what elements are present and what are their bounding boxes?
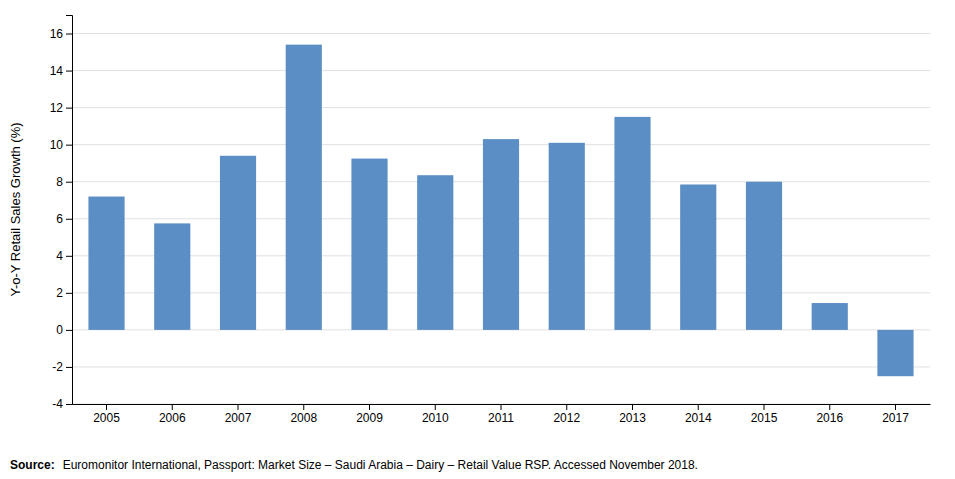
x-tick-label: 2009 bbox=[356, 411, 383, 425]
bar bbox=[351, 159, 387, 330]
y-tick-mark bbox=[66, 34, 72, 35]
y-tick-mark bbox=[66, 145, 72, 146]
x-tick-label: 2014 bbox=[685, 411, 712, 425]
x-tick: 2014 bbox=[685, 404, 712, 425]
x-tick-label: 2007 bbox=[225, 411, 252, 425]
grid-line bbox=[72, 107, 930, 108]
y-tick-label: 16 bbox=[50, 27, 64, 41]
x-tick-mark bbox=[435, 404, 436, 410]
x-tick-label: 2016 bbox=[816, 411, 843, 425]
y-tick: -4 bbox=[52, 397, 72, 411]
x-tick-mark bbox=[698, 404, 699, 410]
y-tick-label: 6 bbox=[56, 212, 63, 226]
y-tick: 0 bbox=[56, 323, 72, 337]
y-tick: 10 bbox=[50, 138, 72, 152]
source-text: Euromonitor International, Passport: Mar… bbox=[63, 458, 698, 472]
y-tick: 6 bbox=[56, 212, 72, 226]
y-tick-label: -4 bbox=[52, 397, 63, 411]
x-tick-label: 2015 bbox=[751, 411, 778, 425]
y-axis: -4 -2 0 2 4 6 8 10 12 14 16 bbox=[50, 16, 73, 412]
y-tick: 14 bbox=[50, 64, 72, 78]
chart: 2005200620072008200920102011201220132014… bbox=[0, 0, 955, 479]
bar bbox=[614, 117, 650, 330]
y-tick-label: 4 bbox=[56, 249, 63, 263]
x-tick-mark bbox=[106, 404, 107, 410]
y-tick-label: 0 bbox=[56, 323, 63, 337]
x-tick: 2015 bbox=[751, 404, 778, 425]
y-tick-mark bbox=[66, 293, 72, 294]
bar bbox=[88, 197, 124, 330]
y-axis-line bbox=[66, 16, 73, 405]
x-tick-mark bbox=[895, 404, 896, 410]
x-tick-label: 2006 bbox=[159, 411, 186, 425]
x-tick: 2008 bbox=[290, 404, 317, 425]
grid-line bbox=[72, 33, 930, 34]
x-tick: 2013 bbox=[619, 404, 646, 425]
y-tick-label: 10 bbox=[50, 138, 64, 152]
x-tick-mark bbox=[763, 404, 764, 410]
bar bbox=[417, 175, 453, 330]
grid-line bbox=[72, 70, 930, 71]
x-tick-label: 2012 bbox=[553, 411, 580, 425]
y-tick-mark bbox=[66, 108, 72, 109]
x-tick-label: 2013 bbox=[619, 411, 646, 425]
bar bbox=[220, 156, 256, 330]
x-tick-mark bbox=[303, 404, 304, 410]
y-tick-mark bbox=[66, 182, 72, 183]
y-tick: 12 bbox=[50, 101, 72, 115]
x-tick: 2007 bbox=[225, 404, 252, 425]
x-tick-label: 2005 bbox=[93, 411, 120, 425]
x-axis: 2005 2006 2007 2008 2009 2010 2011 2012 2013 2014… bbox=[73, 404, 931, 425]
x-tick: 2012 bbox=[553, 404, 580, 425]
y-tick: 2 bbox=[56, 286, 72, 300]
x-tick: 2017 bbox=[882, 404, 909, 425]
bar bbox=[680, 184, 716, 329]
bar bbox=[483, 139, 519, 330]
x-tick-label: 2017 bbox=[882, 411, 909, 425]
x-tick: 2010 bbox=[422, 404, 449, 425]
y-tick-mark bbox=[66, 256, 72, 257]
x-tick-label: 2008 bbox=[290, 411, 317, 425]
x-tick-mark bbox=[501, 404, 502, 410]
x-tick: 2006 bbox=[159, 404, 186, 425]
bar bbox=[154, 223, 190, 330]
y-tick: -2 bbox=[52, 360, 72, 374]
bar bbox=[286, 45, 322, 330]
x-tick-label: 2010 bbox=[422, 411, 449, 425]
y-tick-mark bbox=[66, 330, 72, 331]
y-tick: 8 bbox=[56, 175, 72, 189]
y-tick-mark bbox=[66, 367, 72, 368]
y-tick-label: 14 bbox=[50, 64, 64, 78]
x-tick-mark bbox=[829, 404, 830, 410]
x-tick-mark bbox=[566, 404, 567, 410]
x-tick-mark bbox=[172, 404, 173, 410]
bar bbox=[812, 303, 848, 330]
x-tick-label: 2011 bbox=[488, 411, 514, 425]
x-tick: 2005 bbox=[93, 404, 120, 425]
bars bbox=[88, 45, 913, 377]
y-tick-mark bbox=[66, 404, 72, 405]
x-tick: 2011 bbox=[488, 404, 514, 425]
grid bbox=[72, 34, 930, 404]
x-tick-mark bbox=[238, 404, 239, 410]
bar bbox=[877, 330, 913, 376]
x-tick: 2016 bbox=[816, 404, 843, 425]
y-tick-label: 12 bbox=[50, 101, 64, 115]
grid-line bbox=[72, 366, 930, 367]
bar bbox=[549, 143, 585, 330]
y-tick: 4 bbox=[56, 249, 72, 263]
x-tick: 2009 bbox=[356, 404, 383, 425]
source-label: Source: bbox=[10, 458, 55, 472]
y-tick: 16 bbox=[50, 27, 72, 41]
x-tick-mark bbox=[369, 404, 370, 410]
y-tick-label: 2 bbox=[56, 286, 63, 300]
y-tick-mark bbox=[66, 219, 72, 220]
x-tick-mark bbox=[632, 404, 633, 410]
y-tick-label: 8 bbox=[56, 175, 63, 189]
y-axis-title: Y-o-Y Retail Sales Growth (%) bbox=[8, 122, 23, 296]
y-tick-label: -2 bbox=[52, 360, 63, 374]
bar bbox=[746, 182, 782, 330]
y-tick-mark bbox=[66, 71, 72, 72]
